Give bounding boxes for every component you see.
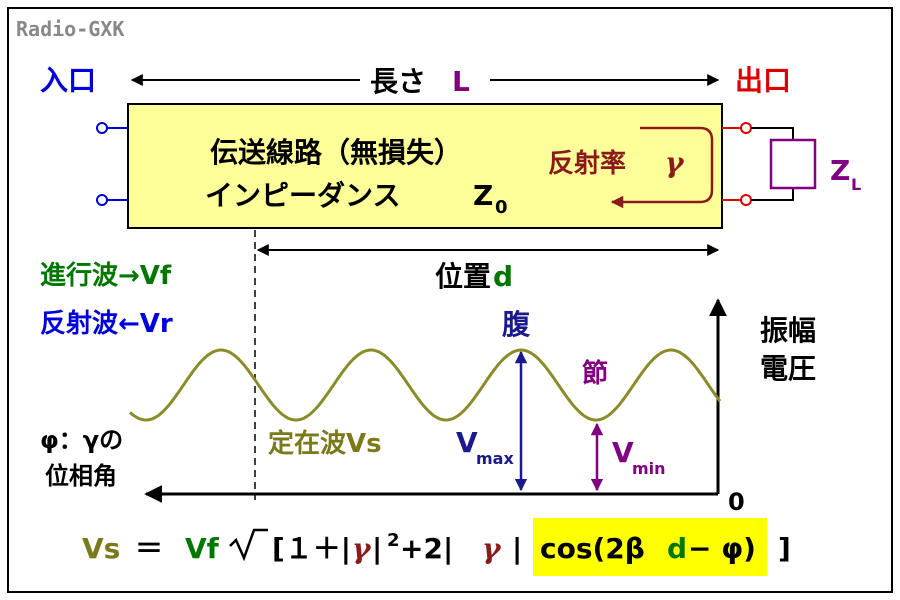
amplitude-label-line1: 振幅 <box>760 314 816 347</box>
output-terminal-top <box>740 122 752 134</box>
formula-plus-two: +2| <box>400 532 453 565</box>
vmax-symbol: V <box>456 426 478 459</box>
length-label-bg <box>360 62 490 96</box>
load-wire-bottom <box>751 188 794 201</box>
phase-label-line1: φ：γの <box>40 426 123 454</box>
load-subscript: L <box>851 175 861 194</box>
reflection-arrow <box>610 126 714 209</box>
input-terminal-bottom <box>96 194 108 206</box>
amplitude-label-line2: 電圧 <box>760 352 816 385</box>
formula-vf: Vf <box>185 532 220 565</box>
origin-label: 0 <box>728 488 745 516</box>
output-terminal-bottom <box>740 194 752 206</box>
formula-gamma-2: γ <box>482 532 502 565</box>
load-impedance-box <box>769 138 817 190</box>
phase-label-line2: 位相角 <box>45 462 117 490</box>
formula-equals: ＝ <box>135 532 163 565</box>
impedance-subscript: 0 <box>495 197 508 218</box>
impedance-label: インピーダンス <box>205 179 400 212</box>
reflected-wave-label: 反射波←Vr <box>40 309 173 339</box>
load-wire-top <box>751 127 794 140</box>
input-label: 入口 <box>40 64 96 97</box>
standing-wave-curve <box>128 348 722 422</box>
formula-d: d <box>667 532 687 565</box>
forward-wave-label: 進行波→Vf <box>40 260 172 291</box>
line-title: 伝送線路（無損失） <box>210 136 462 169</box>
antinode-label: 腹 <box>502 308 531 341</box>
length-symbol: L <box>452 65 470 98</box>
formula-lhs: Vs <box>82 532 120 565</box>
formula-phi: − φ) <box>688 532 756 565</box>
load-symbol: Z <box>830 154 850 187</box>
formula-gamma-1: γ <box>352 532 372 565</box>
reflection-symbol: γ <box>665 146 685 179</box>
position-symbol: d <box>493 260 513 293</box>
watermark: Radio-GXK <box>16 17 124 41</box>
impedance-symbol: Z <box>473 179 493 212</box>
formula-open: [１＋| <box>272 532 351 565</box>
output-label: 出口 <box>735 64 791 97</box>
formula-bar-1: | <box>372 532 382 565</box>
vmin-subscript: min <box>632 459 666 478</box>
formula-superscript: 2 <box>387 530 400 551</box>
vmin-symbol: V <box>612 436 634 469</box>
formula-highlight <box>533 518 767 576</box>
standing-wave-label: 定在波Vs <box>268 428 382 459</box>
input-terminal-top <box>96 122 108 134</box>
formula-bar-2: | <box>512 532 522 565</box>
outer-frame <box>7 7 893 593</box>
sqrt-sign <box>229 528 268 562</box>
formula: Vs ＝ Vf [１＋| γ | 2 +2| γ | cos(2β d − φ)… <box>82 520 791 565</box>
vmax-subscript: max <box>476 449 514 468</box>
position-label: 位置 <box>435 260 491 293</box>
node-label: 節 <box>582 358 608 389</box>
formula-end: ] <box>778 532 791 565</box>
formula-cos: cos(2β <box>540 532 645 565</box>
reflection-label: 反射率 <box>548 148 626 179</box>
length-label: 長さ <box>370 65 426 98</box>
